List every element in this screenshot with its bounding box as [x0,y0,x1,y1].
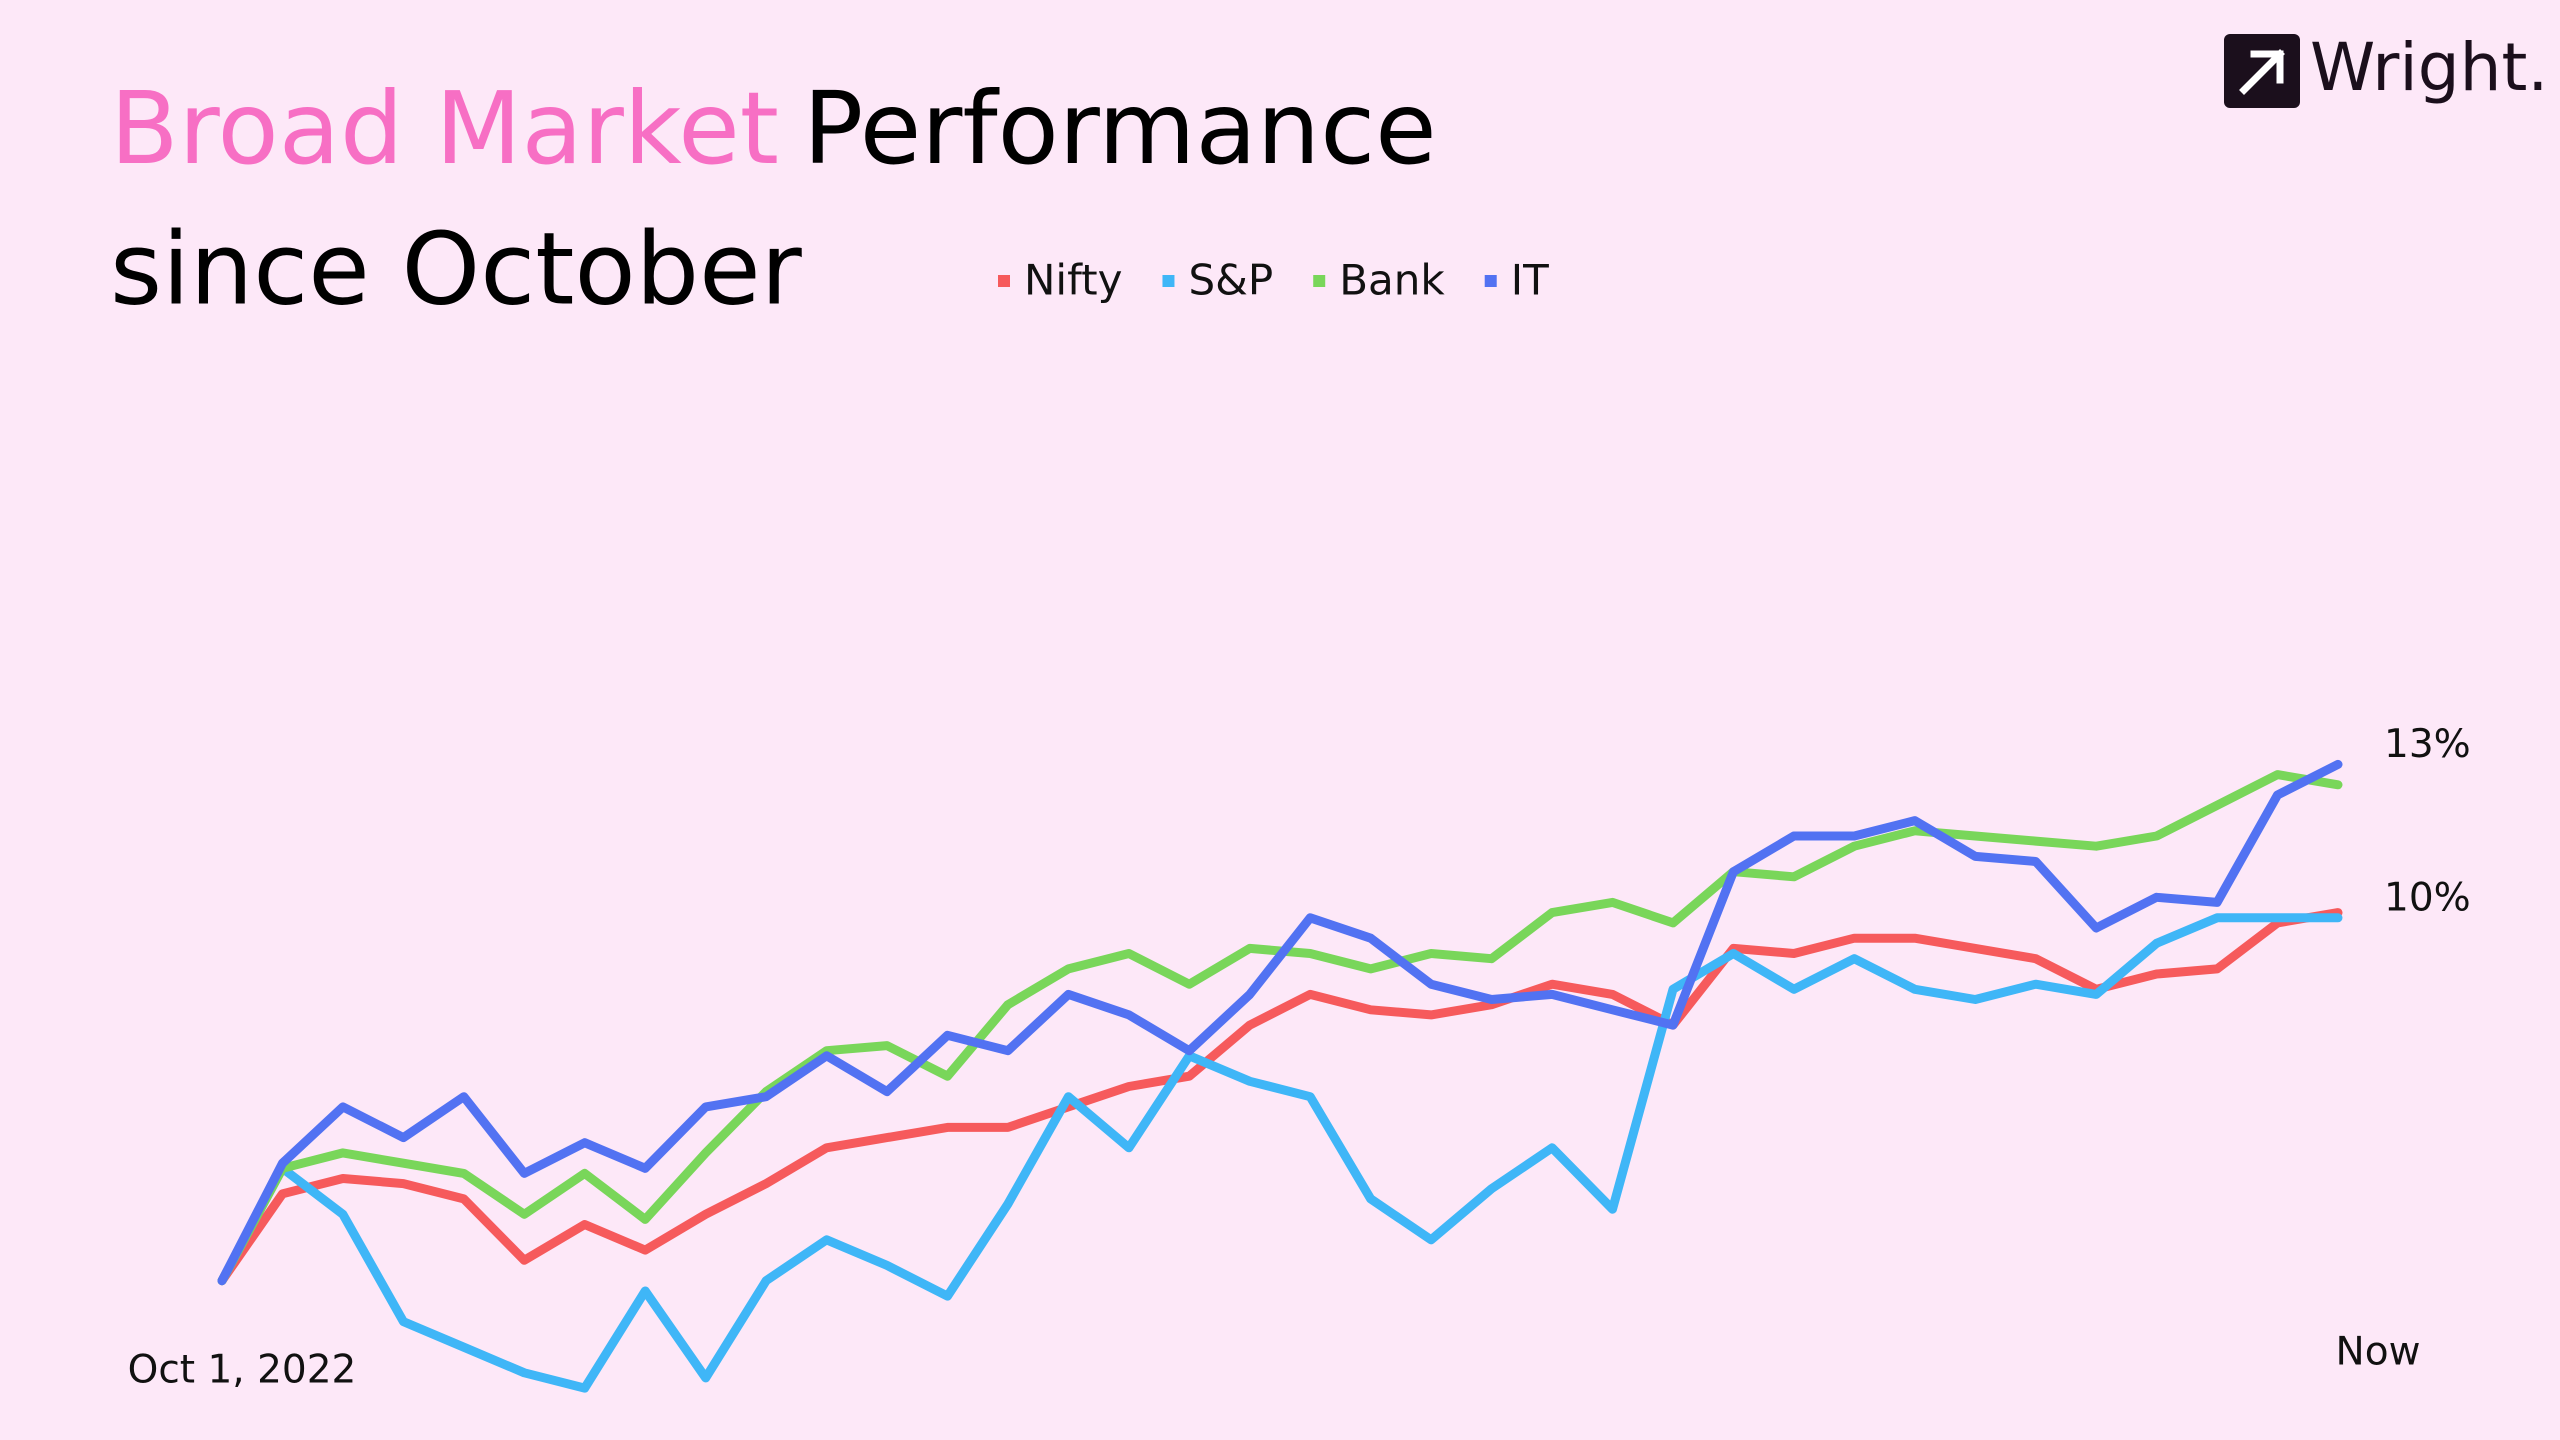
legend-label: Bank [1339,256,1445,305]
legend: Nifty S&P Bank IT [998,256,1549,305]
plot: Oct 1, 2022 Now 13% 10% [128,722,2471,1393]
series-line [217,913,2343,1393]
title-rest: Performance [803,70,1437,187]
chart-title-line2: since October [110,210,803,327]
end-label: 10% [2384,875,2471,920]
legend-marker [1484,275,1497,287]
title-highlight: Broad Market [110,70,779,187]
legend-label: Nifty [1024,256,1122,305]
brand: Wright. [2310,29,2548,106]
logo: Wright. [2224,29,2548,108]
series-line [217,759,2343,1286]
legend-marker [998,275,1010,287]
logo-arrow [2239,49,2285,95]
series-line [217,908,2343,1286]
legend-marker [1162,275,1175,287]
legend-label: S&P [1188,256,1273,305]
legend-label: IT [1511,256,1549,305]
chart-title: Broad Market Performance [110,70,1437,187]
x-tick-label: Oct 1, 2022 [128,1348,357,1393]
x-tick-label: Now [2336,1330,2421,1375]
end-label: 13% [2384,722,2471,767]
legend-marker [1313,275,1326,287]
